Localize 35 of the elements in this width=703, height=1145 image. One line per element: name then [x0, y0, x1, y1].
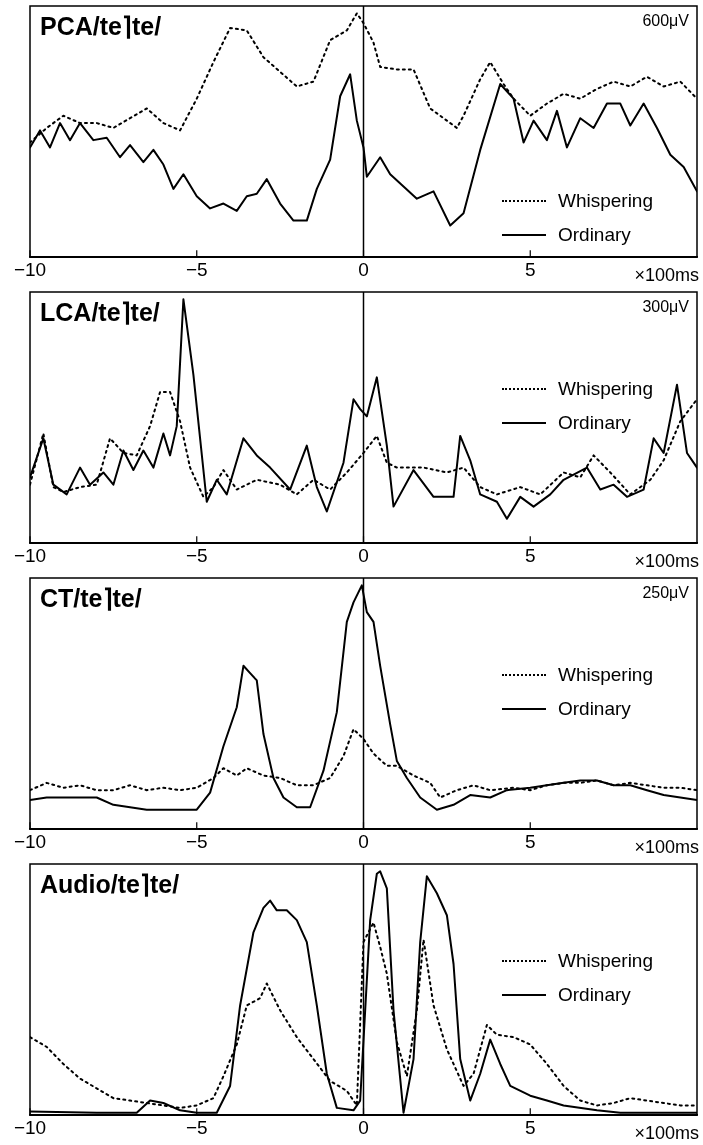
annotation: 300μV: [642, 298, 689, 316]
x-tick-label: −10: [13, 830, 47, 852]
chart-title: CT/te⌉te/: [40, 584, 142, 613]
x-axis-title: ×100ms: [634, 1123, 699, 1144]
legend-label: Ordinary: [557, 224, 631, 246]
legend-label: Whispering: [557, 378, 653, 400]
x-tick-label: 0: [358, 830, 369, 852]
chart-title: Audio/te⌉te/: [40, 870, 180, 899]
x-tick-label: 0: [358, 1116, 369, 1138]
legend-label: Whispering: [557, 950, 653, 972]
legend-label: Ordinary: [557, 412, 631, 434]
x-tick-label: −10: [13, 258, 47, 280]
legend-label: Ordinary: [557, 984, 631, 1006]
x-tick-label: 5: [524, 258, 536, 280]
chart-title: PCA/te⌉te/: [40, 12, 162, 41]
x-tick-label: 5: [524, 544, 536, 566]
x-tick-label: 0: [358, 258, 369, 280]
chart-title: LCA/te⌉te/: [40, 298, 160, 327]
x-tick-label: −5: [185, 258, 208, 280]
x-tick-label: −5: [185, 830, 208, 852]
annotation: 600μV: [642, 12, 689, 30]
x-tick-label: 5: [524, 830, 536, 852]
legend-label: Ordinary: [557, 698, 631, 720]
x-tick-label: −5: [185, 1116, 208, 1138]
x-tick-label: 5: [524, 1116, 536, 1138]
x-axis-title: ×100ms: [634, 265, 699, 286]
x-tick-label: 0: [358, 544, 369, 566]
x-tick-label: −10: [13, 544, 47, 566]
annotation: 250μV: [642, 584, 689, 602]
legend-label: Whispering: [557, 664, 653, 686]
x-tick-label: −10: [13, 1116, 47, 1138]
x-axis-title: ×100ms: [634, 837, 699, 858]
x-axis-title: ×100ms: [634, 551, 699, 572]
legend-label: Whispering: [557, 190, 653, 212]
x-tick-label: −5: [185, 544, 208, 566]
